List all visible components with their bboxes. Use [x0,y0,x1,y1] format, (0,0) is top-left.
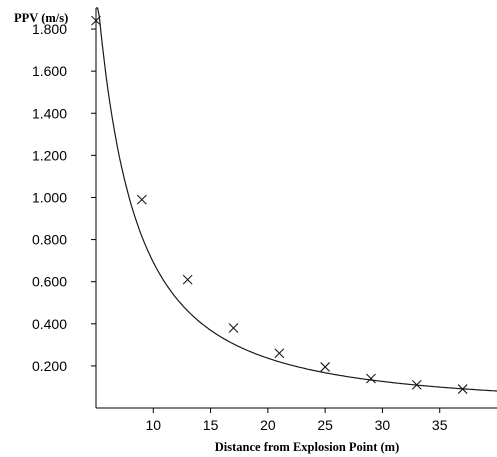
axes [95,8,497,409]
y-tick-label: 0.800 [32,232,67,248]
x-marker-stroke [457,384,468,394]
data-point-markers [91,15,468,394]
x-tick-label: 20 [260,417,276,433]
data-point [182,274,193,285]
power-fit-curve [96,7,497,392]
data-point [411,379,422,390]
x-marker-stroke [366,373,376,384]
x-marker-stroke [91,15,101,26]
x-marker-stroke [182,274,193,285]
data-point [228,323,239,333]
data-point [366,373,376,384]
x-tick-label: 10 [145,417,161,433]
x-tick-label: 25 [317,417,333,433]
x-axis-title: Distance from Explosion Point (m) [215,440,400,454]
y-axis-title: PPV (m/s) [14,11,68,25]
x-marker-stroke [411,379,422,390]
x-marker-stroke [136,194,147,205]
x-marker-stroke [228,323,239,333]
data-point [457,384,468,394]
data-point [91,15,101,26]
data-point [320,362,331,372]
y-tick-label: 1.200 [32,147,67,163]
x-tick-label: 35 [432,417,448,433]
x-tick-label: 15 [203,417,219,433]
x-tick-label: 30 [375,417,391,433]
y-axis-ticks: 0.200 0.400 0.600 0.800 1.000 1.200 1.400 1.600… [32,21,96,374]
y-tick-label: 0.400 [32,316,67,332]
x-marker-stroke [274,348,285,359]
data-point [136,194,147,205]
data-point [274,348,285,359]
y-tick-label: 0.600 [32,274,67,290]
x-marker-stroke [320,362,331,372]
y-tick-label: 1.800 [32,21,67,37]
y-tick-label: 0.200 [32,358,67,374]
y-tick-label: 1.000 [32,189,67,205]
y-tick-label: 1.400 [32,105,67,121]
x-axis-ticks: 10 15 20 25 30 35 [145,408,448,433]
y-tick-label: 1.600 [32,63,67,79]
